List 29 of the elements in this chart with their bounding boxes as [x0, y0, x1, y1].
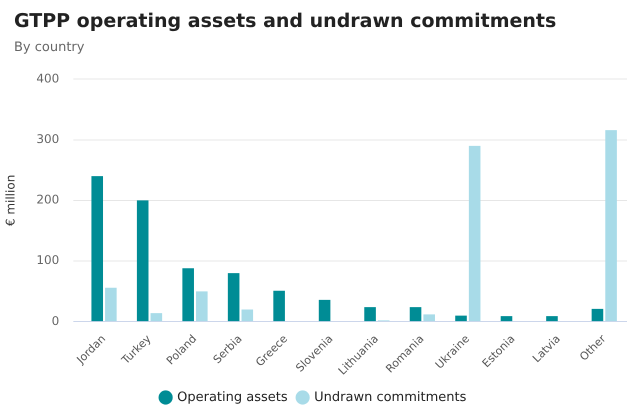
bar	[468, 146, 480, 322]
bar	[605, 130, 617, 322]
y-tick-label: 400	[36, 71, 60, 86]
legend-label: Undrawn commitments	[314, 390, 467, 405]
bar	[105, 288, 117, 322]
bar	[136, 200, 148, 322]
bar	[410, 307, 422, 322]
bar	[546, 316, 558, 322]
bar	[273, 290, 285, 322]
chart-subtitle: By country	[14, 40, 84, 55]
bar	[592, 308, 604, 322]
bar	[182, 268, 194, 322]
bar	[455, 316, 467, 322]
y-tick-label: 100	[36, 253, 60, 268]
bar	[500, 316, 512, 322]
bar	[423, 314, 435, 322]
bar	[318, 300, 330, 322]
legend-label: Operating assets	[177, 390, 288, 405]
bar	[228, 273, 240, 322]
y-tick-label: 300	[36, 132, 60, 146]
bar	[150, 313, 162, 322]
bar	[196, 291, 208, 322]
bar	[241, 310, 254, 322]
chart-title: GTPP operating assets and undrawn commitments	[14, 10, 556, 32]
bar	[364, 307, 376, 322]
y-axis-title: € million	[3, 174, 18, 226]
bar	[91, 176, 104, 322]
y-tick-label: 200	[36, 192, 60, 207]
y-tick-label: 0	[52, 314, 60, 328]
